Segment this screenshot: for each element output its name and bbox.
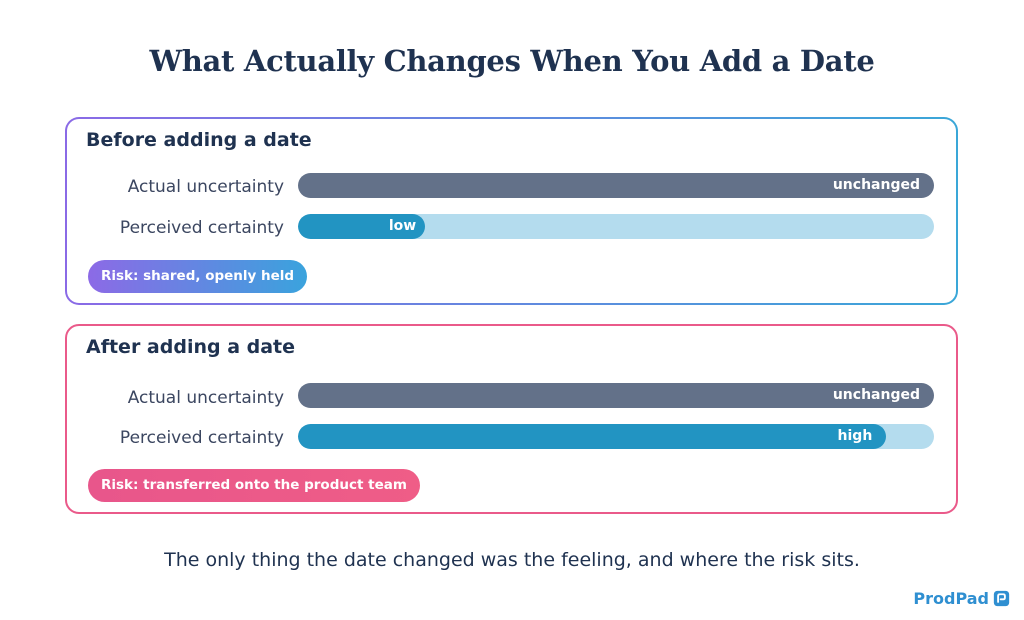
after-perceived-certainty-value: high [837,428,873,444]
footer-caption: The only thing the date changed was the … [164,549,860,571]
before-perceived-certainty-fill: low [298,214,426,239]
after-perceived-certainty-label: Perceived certainty [119,428,284,448]
prodpad-logo-icon [993,590,1010,607]
before-risk-badge: Risk: shared, openly held [88,260,308,293]
brand-name: ProdPad [913,589,989,608]
before-panel-heading: Before adding a date [86,129,312,151]
after-actual-uncertainty-bar: unchanged [298,383,934,408]
after-panel: After adding a date Actual uncertainty u… [65,324,958,514]
before-actual-uncertainty-bar: unchanged [298,173,934,198]
brand-logo: ProdPad [913,589,1010,608]
after-panel-heading: After adding a date [86,336,296,358]
before-perceived-certainty-value: low [388,218,417,234]
after-actual-uncertainty-label: Actual uncertainty [127,388,284,408]
before-perceived-certainty-track: low [298,214,934,239]
after-perceived-certainty-track: high [298,424,934,449]
before-actual-uncertainty-value: unchanged [832,177,920,193]
before-actual-uncertainty-label: Actual uncertainty [127,177,284,197]
after-risk-badge: Risk: transferred onto the product team [88,469,420,502]
after-actual-uncertainty-value: unchanged [832,387,920,403]
page-title: What Actually Changes When You Add a Dat… [149,44,875,78]
before-perceived-certainty-label: Perceived certainty [119,218,284,238]
before-panel: Before adding a date Actual uncertainty … [65,117,958,305]
after-perceived-certainty-fill: high [298,424,887,449]
